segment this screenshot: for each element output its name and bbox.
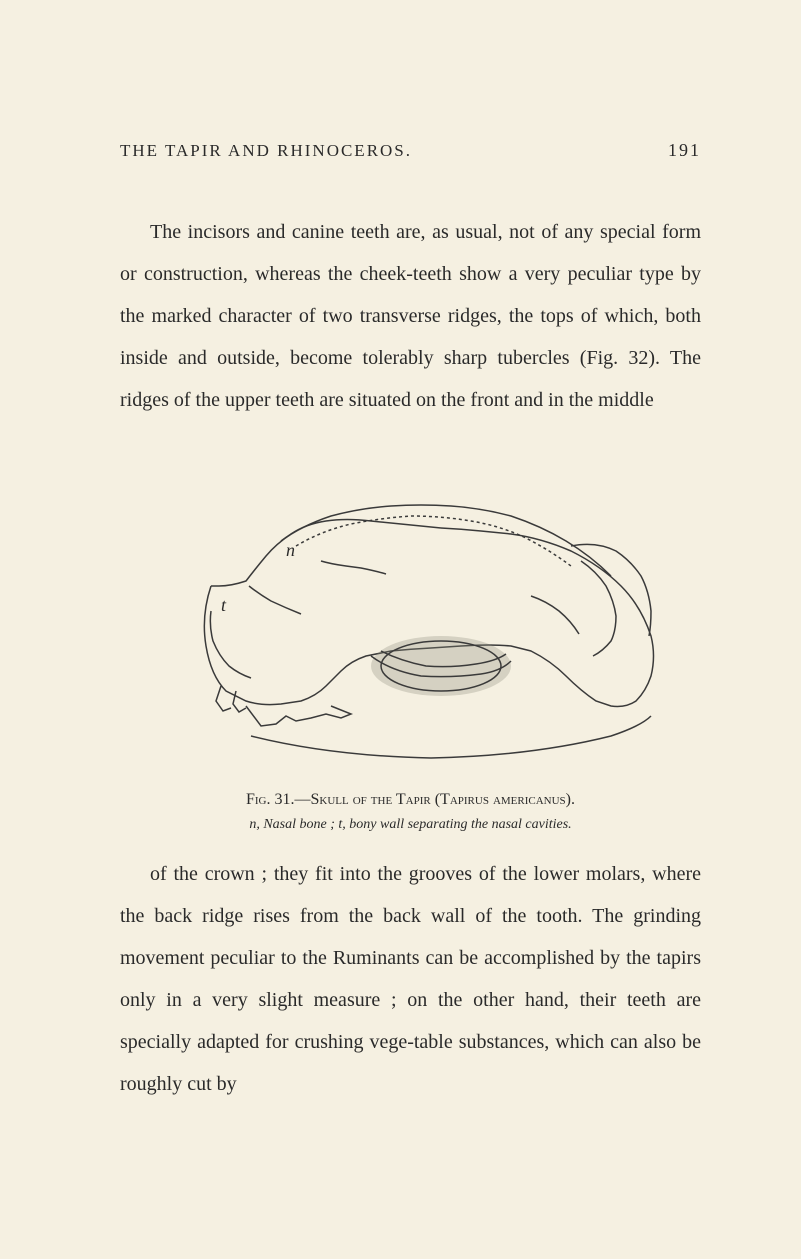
- paragraph-2: of the crown ; they fit into the grooves…: [120, 853, 701, 1105]
- caption-sub-line: n, Nasal bone ; t, bony wall separating …: [120, 817, 701, 833]
- page-number: 191: [668, 140, 701, 161]
- caption-main-line: Fig. 31.—Skull of the Tapir (Tapirus ame…: [120, 791, 701, 809]
- page-header: THE TAPIR AND RHINOCEROS. 191: [120, 140, 701, 161]
- skull-illustration: n t: [151, 456, 671, 766]
- caption-prefix: Fig. 31.—: [246, 791, 311, 808]
- header-title: THE TAPIR AND RHINOCEROS.: [120, 141, 412, 161]
- figure-31: n t Fig. 31.—Skull of the Tapir (Tapirus…: [120, 456, 701, 833]
- label-t: t: [221, 595, 227, 615]
- caption-text: Skull of the Tapir (Tapirus americanus).: [311, 791, 576, 808]
- label-n: n: [286, 540, 295, 560]
- caption-sub-2: , bony wall separating the nasal cavitie…: [342, 817, 571, 832]
- figure-caption: Fig. 31.—Skull of the Tapir (Tapirus ame…: [120, 791, 701, 833]
- caption-sub-1: , Nasal bone ;: [256, 817, 338, 832]
- paragraph-1: The incisors and canine teeth are, as us…: [120, 211, 701, 421]
